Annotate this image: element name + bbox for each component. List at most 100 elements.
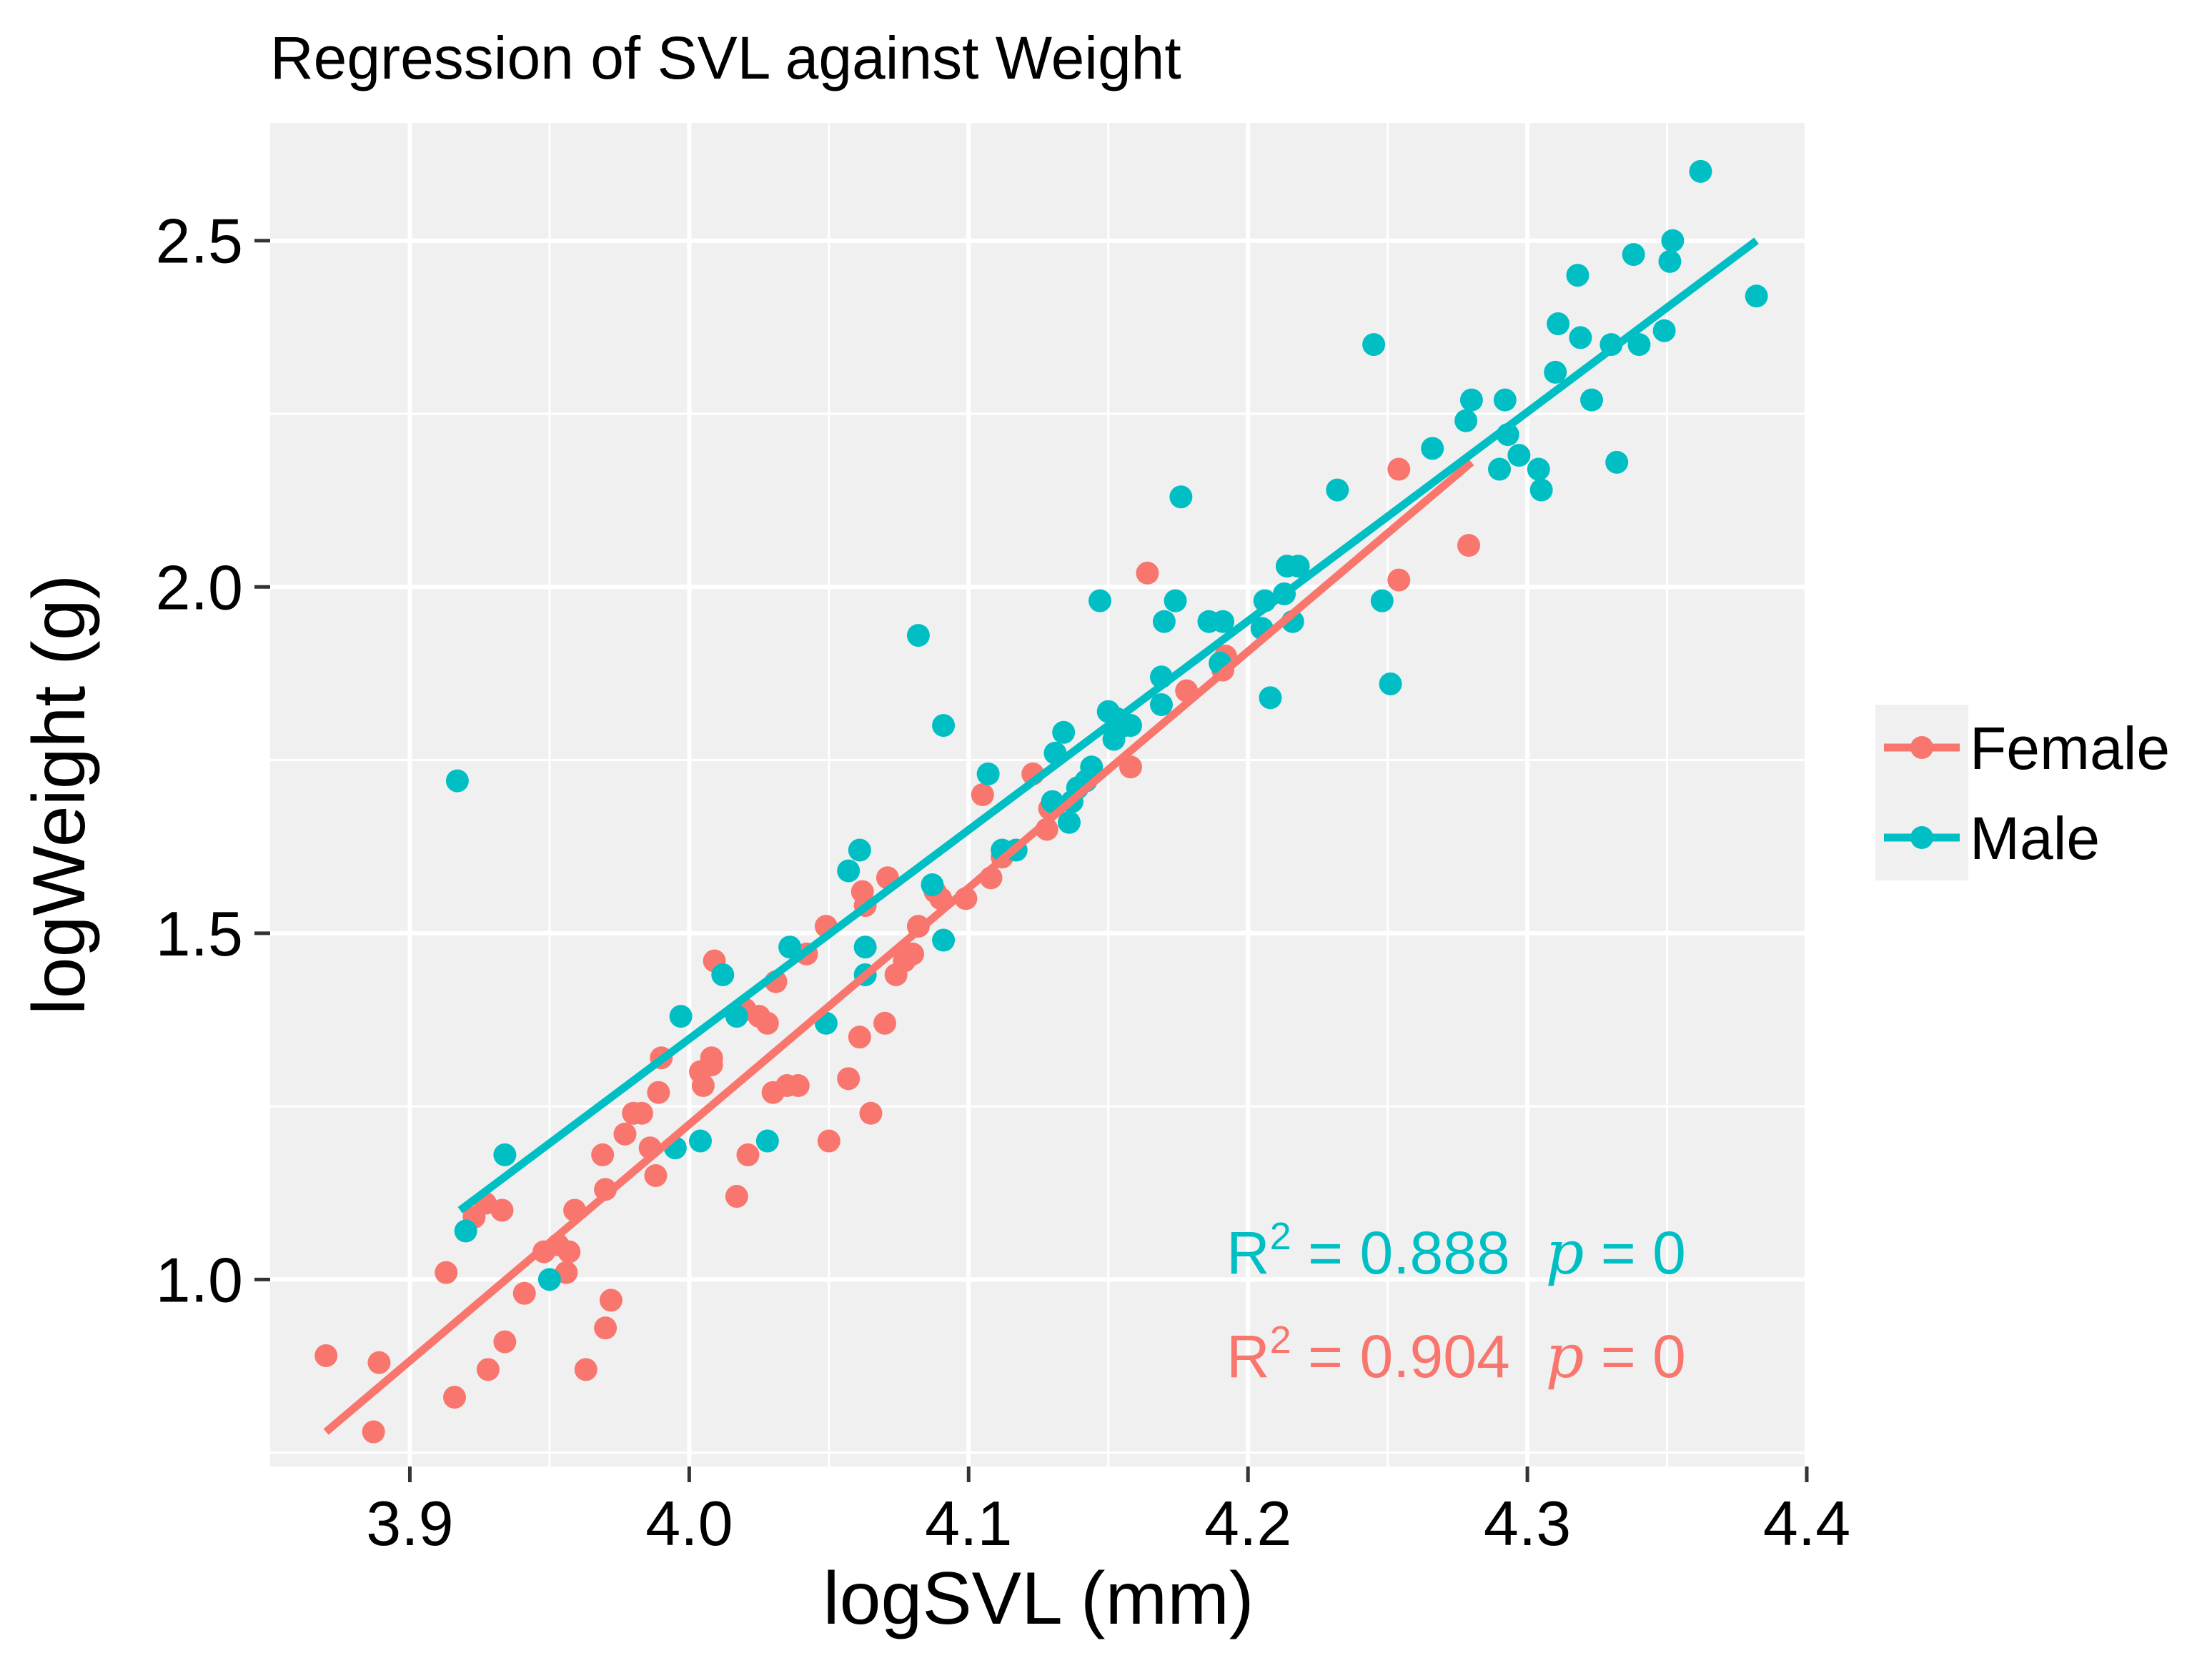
male-point: [1052, 720, 1076, 744]
female-point: [901, 942, 925, 966]
male-point: [976, 762, 1000, 785]
female-point: [512, 1281, 536, 1305]
male-point: [932, 928, 956, 952]
female-point: [490, 1198, 514, 1222]
male-point: [1119, 714, 1142, 738]
male-point: [1379, 672, 1402, 695]
male-point: [445, 769, 469, 793]
female-point: [647, 1081, 670, 1104]
male-point: [932, 714, 956, 738]
female-regression-line: [323, 459, 1474, 1435]
legend-label-male: Male: [1970, 805, 2100, 872]
grid-minor: [270, 123, 1807, 1466]
legend: Female Male: [1875, 705, 2170, 880]
male-point: [1488, 457, 1511, 481]
male-point: [1566, 264, 1589, 287]
male-point: [1286, 555, 1310, 578]
male-point: [1164, 589, 1187, 612]
x-tick-label: 4.3: [1484, 1488, 1571, 1559]
female-point: [613, 1122, 637, 1146]
male-point: [1370, 589, 1394, 612]
chart-title: Regression of SVL against Weight: [270, 24, 1181, 91]
female-point: [971, 783, 994, 806]
female-point: [367, 1351, 391, 1374]
male-point: [454, 1219, 477, 1243]
grid-major: [270, 123, 1809, 1466]
female-point: [1136, 561, 1159, 585]
x-axis-title: logSVL (mm): [823, 1557, 1254, 1640]
female-point: [591, 1143, 615, 1166]
male-point: [1507, 444, 1531, 467]
female-point: [786, 1074, 810, 1098]
female-point: [594, 1316, 618, 1340]
y-tick-label: 2.0: [156, 552, 243, 622]
y-tick-label: 2.5: [156, 206, 243, 277]
y-tick-label: 1.0: [156, 1244, 243, 1315]
legend-key-point-male: [1910, 826, 1933, 849]
male-point: [1745, 284, 1768, 308]
female-point: [362, 1420, 385, 1444]
female-point: [755, 1011, 779, 1035]
female-stats-annotation: R2 = 0.904 p = 0: [1226, 1319, 1686, 1391]
male-point: [1152, 610, 1176, 633]
male-point: [493, 1143, 517, 1166]
female-point: [574, 1358, 597, 1381]
female-point: [837, 1067, 861, 1091]
male-point: [1150, 693, 1173, 717]
male-point: [1211, 610, 1234, 633]
female-point: [859, 1101, 883, 1125]
female-point: [557, 1240, 581, 1264]
y-axis-ticks: 1.0 1.5 2.0 2.5: [156, 206, 270, 1315]
male-point: [755, 1129, 779, 1153]
female-point: [848, 1026, 871, 1049]
male-regression-line: [457, 237, 1759, 1213]
male-point: [1088, 589, 1111, 612]
legend-key-background: [1875, 705, 1968, 880]
x-tick-label: 4.4: [1763, 1488, 1850, 1559]
female-point: [630, 1101, 653, 1125]
male-point: [1058, 810, 1081, 834]
female-point: [493, 1330, 517, 1354]
male-point: [778, 935, 802, 959]
male-point: [1421, 437, 1444, 460]
female-point: [1387, 457, 1411, 481]
male-point: [1689, 159, 1712, 183]
male-point: [1661, 229, 1685, 252]
male-point: [1326, 478, 1349, 502]
female-point: [644, 1163, 668, 1187]
female-point: [691, 1074, 715, 1098]
legend-key-point-female: [1910, 736, 1933, 759]
male-point: [1529, 478, 1553, 502]
female-point: [314, 1344, 338, 1367]
female-point: [1119, 755, 1142, 779]
male-point: [1652, 319, 1676, 342]
y-axis-title: logWeight (g): [18, 575, 101, 1016]
male-point: [1080, 755, 1103, 779]
male-point: [1259, 686, 1282, 710]
regression-lines: [323, 237, 1759, 1435]
female-point: [817, 1129, 840, 1153]
male-point: [848, 838, 871, 862]
y-tick-label: 1.5: [156, 898, 243, 969]
male-point: [837, 859, 861, 883]
legend-label-female: Female: [1970, 715, 2170, 782]
female-point: [443, 1386, 466, 1409]
male-point: [669, 1005, 693, 1028]
female-point: [1457, 534, 1480, 557]
female-point: [736, 1143, 760, 1166]
female-point: [435, 1261, 458, 1284]
male-point: [906, 624, 930, 647]
female-point: [873, 1011, 896, 1035]
female-point: [700, 1046, 723, 1070]
male-point: [853, 935, 877, 959]
x-axis-ticks: 3.9 4.0 4.1 4.2 4.3 4.4: [366, 1466, 1850, 1559]
x-tick-label: 4.0: [645, 1488, 733, 1559]
male-point: [1580, 388, 1603, 412]
female-point: [725, 1185, 748, 1208]
male-stats-annotation: R2 = 0.888 p = 0: [1226, 1215, 1686, 1288]
female-point: [1387, 568, 1411, 592]
male-point: [1658, 249, 1682, 273]
male-point: [1454, 409, 1478, 432]
female-point: [599, 1289, 623, 1312]
